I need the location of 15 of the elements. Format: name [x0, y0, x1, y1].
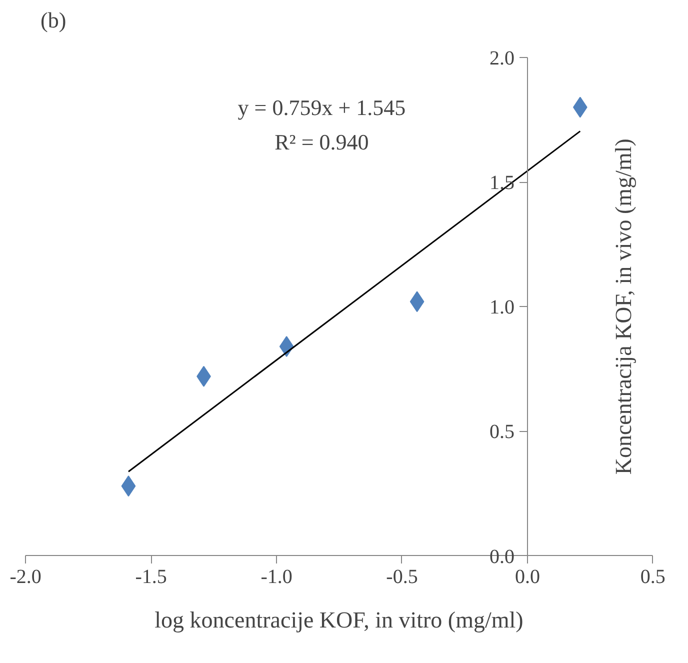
- annotation: R² = 0.940: [274, 130, 369, 155]
- y-tick-label: 1.5: [489, 172, 514, 194]
- y-tick-label: 2.0: [489, 47, 514, 70]
- text: (b): [40, 8, 66, 32]
- x-tick-label: -1.0: [260, 566, 292, 588]
- y-tick-label: 1.0: [489, 296, 514, 319]
- x-axis-title: log koncentracije KOF, in vitro (mg/ml): [154, 608, 524, 632]
- x-tick-label: 0.5: [640, 566, 666, 588]
- annotation: y = 0.759x + 1.545: [238, 94, 406, 120]
- x-tick-label: -2.0: [10, 566, 42, 588]
- y-tick-label: 0.5: [489, 421, 514, 444]
- x-tick-label: -0.5: [386, 566, 418, 588]
- x-tick-label: -1.5: [135, 566, 167, 588]
- x-tick-label: 0.0: [514, 566, 540, 588]
- y-axis-title: Koncentracija KOF, in vivo (mg/ml): [610, 138, 636, 475]
